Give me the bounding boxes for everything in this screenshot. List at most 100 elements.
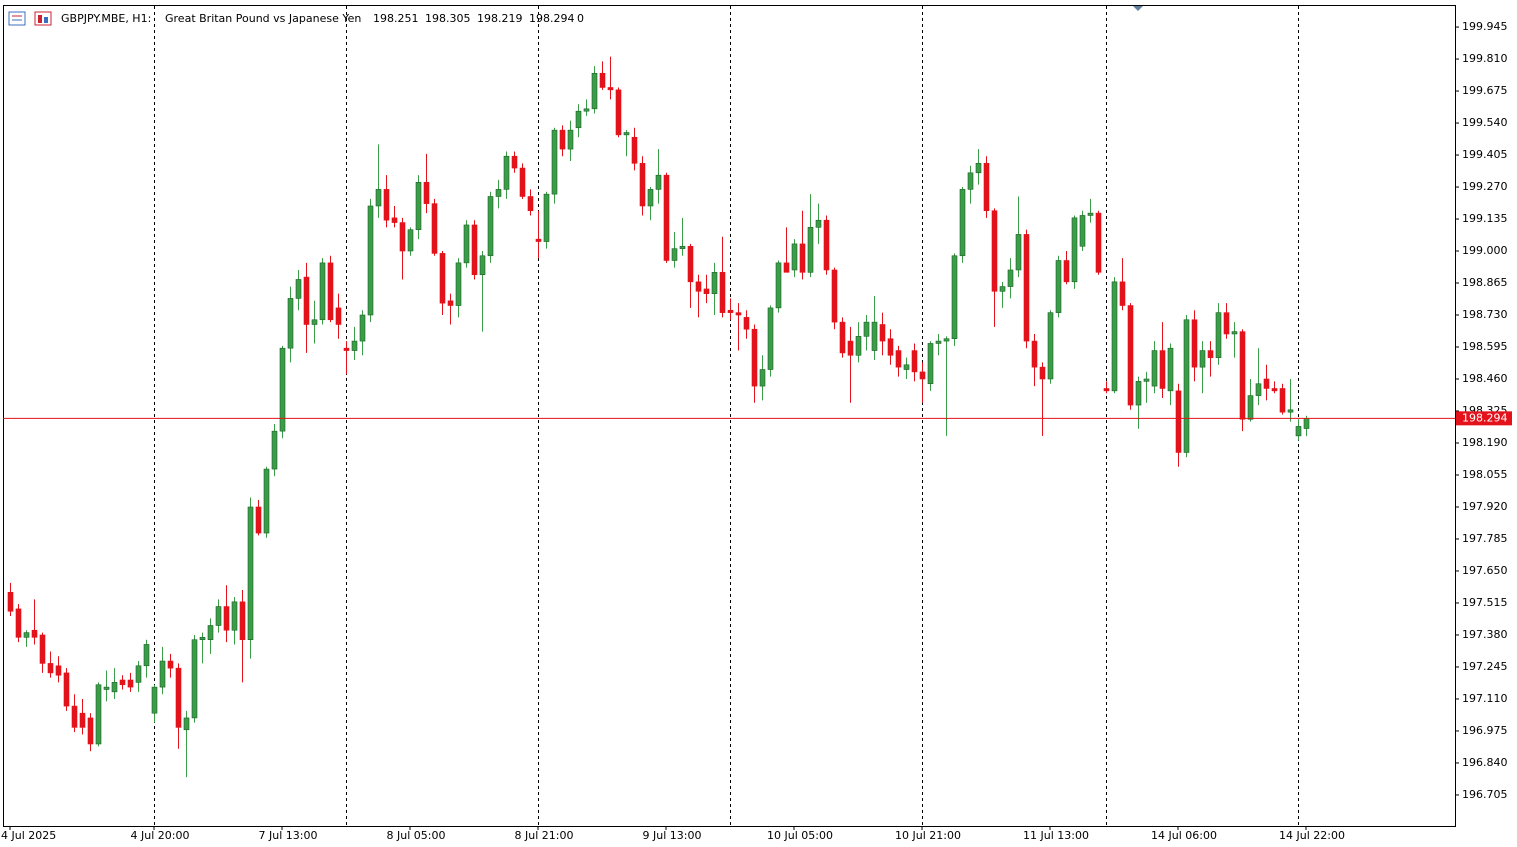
- candle-body: [655, 174, 662, 190]
- candle-body: [407, 229, 414, 252]
- candle-body: [151, 686, 158, 714]
- header-close: 198.294: [529, 12, 575, 25]
- candle-body: [719, 272, 726, 313]
- candle-body: [71, 705, 78, 728]
- candle-body: [567, 129, 574, 150]
- candle-body: [703, 288, 710, 294]
- candle-body: [919, 371, 926, 380]
- candle-body: [639, 163, 646, 207]
- candle-body: [607, 87, 614, 91]
- candle-body: [271, 430, 278, 470]
- candle-body: [783, 262, 790, 273]
- candle-body: [1175, 390, 1182, 453]
- candle-body: [175, 667, 182, 728]
- candle-body: [775, 262, 782, 309]
- candle-body: [679, 245, 686, 249]
- x-tick-label: 10 Jul 21:00: [895, 829, 961, 842]
- candle-body: [239, 601, 246, 641]
- candle-body: [687, 245, 694, 283]
- candle-body: [511, 155, 518, 169]
- y-tick-label: 198.055: [1462, 468, 1508, 481]
- candle-body: [967, 172, 974, 190]
- candle-body: [903, 364, 910, 370]
- candle-body: [303, 276, 310, 325]
- candle-body: [383, 189, 390, 221]
- candle-body: [247, 506, 254, 641]
- candle-body: [495, 189, 502, 197]
- candle-body: [183, 717, 190, 731]
- candle-body: [623, 132, 630, 136]
- y-tick-label: 198.865: [1462, 276, 1508, 289]
- candle-body: [143, 644, 150, 667]
- x-tick-label: 14 Jul 22:00: [1279, 829, 1345, 842]
- candle-body: [1039, 366, 1046, 380]
- candle-body: [311, 319, 318, 325]
- candle-body: [287, 298, 294, 349]
- candle-body: [327, 262, 334, 321]
- y-tick-label: 199.675: [1462, 84, 1508, 97]
- candle-body: [479, 255, 486, 276]
- candle-body: [887, 338, 894, 356]
- candle-body: [471, 224, 478, 276]
- candle-body: [983, 163, 990, 212]
- y-tick-label: 198.190: [1462, 436, 1508, 449]
- candle-body: [1215, 312, 1222, 358]
- candle-body: [199, 637, 206, 641]
- y-tick-label: 199.810: [1462, 52, 1508, 65]
- candle-body: [399, 222, 406, 252]
- candle-body: [1095, 212, 1102, 273]
- y-tick-label: 196.840: [1462, 756, 1508, 769]
- candle-body: [135, 665, 142, 683]
- x-tick-label: 8 Jul 21:00: [515, 829, 574, 842]
- candle-body: [1135, 381, 1142, 406]
- candle-body: [943, 338, 950, 342]
- y-tick-label: 197.650: [1462, 564, 1508, 577]
- x-tick-label: 7 Jul 13:00: [259, 829, 318, 842]
- y-tick-label: 196.705: [1462, 788, 1508, 801]
- y-tick-label: 198.595: [1462, 340, 1508, 353]
- candle-body: [503, 155, 510, 190]
- candle-body: [1207, 350, 1214, 358]
- candle-body: [535, 238, 542, 242]
- candle-body: [991, 210, 998, 292]
- candle-body: [1103, 388, 1110, 392]
- candle-body: [959, 189, 966, 257]
- header-low: 198.219: [477, 12, 523, 25]
- candle-body: [111, 682, 118, 693]
- y-tick-label: 197.515: [1462, 596, 1508, 609]
- candle-body: [631, 136, 638, 164]
- candle-body: [1167, 347, 1174, 392]
- candle-body: [1119, 281, 1126, 306]
- candle-body: [1055, 260, 1062, 313]
- icon: [8, 11, 26, 26]
- y-tick-label: 199.270: [1462, 180, 1508, 193]
- candle-body: [55, 665, 62, 676]
- shift-marker: [1133, 6, 1143, 11]
- candle-body: [1191, 319, 1198, 368]
- candle-body: [711, 272, 718, 294]
- y-tick-label: 197.245: [1462, 660, 1508, 673]
- price-label-box: [1456, 411, 1512, 426]
- candle-body: [263, 468, 270, 534]
- candle-body: [1143, 378, 1150, 382]
- candle-body: [543, 193, 550, 242]
- candle-body: [895, 350, 902, 368]
- x-tick-label: 11 Jul 13:00: [1023, 829, 1089, 842]
- candle-body: [415, 181, 422, 230]
- candle-body: [79, 712, 86, 728]
- candle-body: [1079, 215, 1086, 247]
- candle-body: [743, 317, 750, 330]
- x-tick-label: 8 Jul 05:00: [387, 829, 446, 842]
- y-tick-label: 197.380: [1462, 628, 1508, 641]
- candle-body: [1287, 409, 1294, 413]
- candle-body: [47, 663, 54, 674]
- header-open: 198.251: [373, 12, 419, 25]
- icon: [38, 15, 42, 23]
- candle-body: [951, 255, 958, 340]
- candle-body: [871, 321, 878, 351]
- candle-body: [375, 189, 382, 207]
- candle-body: [1255, 383, 1262, 396]
- candle-body: [63, 672, 70, 707]
